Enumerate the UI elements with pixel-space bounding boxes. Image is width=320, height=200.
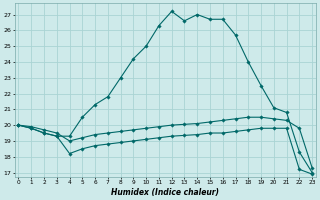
X-axis label: Humidex (Indice chaleur): Humidex (Indice chaleur) xyxy=(111,188,219,197)
